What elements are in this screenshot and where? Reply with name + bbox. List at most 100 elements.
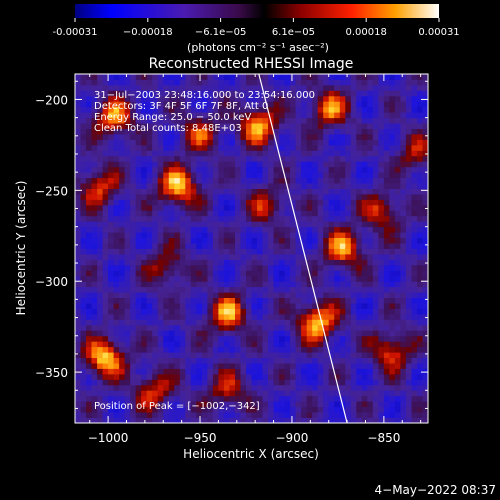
heatmap-cell	[411, 183, 418, 189]
heatmap-cell	[108, 313, 114, 320]
heatmap-cell	[417, 346, 423, 353]
heatmap-cell	[75, 281, 81, 288]
heatmap-cell	[284, 106, 291, 113]
heatmap-cell	[328, 134, 335, 140]
heatmap-cell	[345, 74, 352, 80]
heatmap-cell	[367, 204, 374, 211]
heatmap-cell	[334, 144, 341, 151]
heatmap-cell	[422, 401, 428, 408]
heatmap-cell	[174, 210, 181, 217]
heatmap-cell	[268, 368, 274, 375]
heatmap-cell	[422, 106, 428, 113]
heatmap-cell	[157, 324, 164, 331]
heatmap-cell	[86, 144, 92, 151]
heatmap-cell	[367, 74, 374, 80]
heatmap-cell	[328, 324, 335, 331]
heatmap-cell	[411, 368, 418, 375]
heatmap-cell	[417, 90, 423, 97]
heatmap-cell	[328, 319, 335, 326]
heatmap-cell	[168, 346, 175, 353]
heatmap-cell	[328, 270, 335, 277]
heatmap-cell	[284, 248, 291, 255]
heatmap-cell	[168, 188, 175, 195]
heatmap-cell	[102, 90, 109, 97]
heatmap-cell	[130, 346, 137, 353]
heatmap-cell	[190, 297, 197, 304]
heatmap-cell	[163, 395, 170, 402]
heatmap-cell	[157, 106, 164, 113]
heatmap-cell	[295, 188, 302, 195]
heatmap-cell	[323, 357, 330, 364]
heatmap-cell	[201, 373, 208, 380]
heatmap-cell	[312, 401, 319, 408]
heatmap-cell	[262, 139, 269, 146]
heatmap-cell	[356, 183, 363, 189]
heatmap-cell	[312, 117, 319, 124]
heatmap-cell	[279, 292, 285, 298]
heatmap-cell	[196, 128, 203, 135]
heatmap-cell	[295, 363, 302, 369]
heatmap-cell	[141, 144, 148, 151]
heatmap-cell	[345, 395, 352, 402]
heatmap-cell	[179, 226, 186, 233]
heatmap-cell	[113, 243, 120, 249]
heatmap-cell	[80, 134, 87, 140]
heatmap-cell	[174, 379, 181, 386]
heatmap-cell	[268, 139, 274, 146]
heatmap-cell	[394, 84, 401, 91]
heatmap-cell	[279, 254, 285, 260]
heatmap-cell	[422, 357, 428, 364]
heatmap-cell	[91, 150, 98, 157]
heatmap-cell	[389, 313, 396, 320]
heatmap-cell	[124, 406, 131, 413]
heatmap-cell	[80, 155, 87, 162]
heatmap-cell	[157, 264, 164, 271]
heatmap-cell	[268, 248, 274, 255]
heatmap-cell	[108, 90, 114, 97]
heatmap-cell	[174, 95, 181, 102]
heatmap-cell	[334, 313, 341, 320]
heatmap-cell	[174, 330, 181, 337]
heatmap-cell	[119, 363, 125, 369]
heatmap-cell	[168, 292, 175, 298]
heatmap-cell	[361, 401, 368, 408]
heatmap-cell	[306, 101, 313, 108]
heatmap-cell	[168, 155, 175, 162]
heatmap-cell	[279, 84, 285, 91]
heatmap-cell	[113, 373, 120, 380]
heatmap-cell	[218, 352, 225, 358]
heatmap-cell	[141, 373, 148, 380]
heatmap-cell	[119, 324, 125, 331]
heatmap-cell	[130, 139, 137, 146]
heatmap-cell	[124, 204, 131, 211]
heatmap-cell	[190, 183, 197, 189]
heatmap-cell	[350, 363, 357, 369]
heatmap-cell	[350, 264, 357, 271]
heatmap-cell	[157, 363, 164, 369]
heatmap-cell	[306, 417, 313, 423]
heatmap-cell	[196, 401, 203, 408]
heatmap-cell	[345, 264, 352, 271]
heatmap-cell	[417, 395, 423, 402]
heatmap-cell	[91, 363, 98, 369]
heatmap-cell	[97, 95, 103, 102]
heatmap-cell	[290, 243, 296, 249]
heatmap-cell	[119, 95, 125, 102]
heatmap-cell	[339, 281, 346, 288]
heatmap-cell	[212, 313, 219, 320]
heatmap-cell	[135, 155, 142, 162]
heatmap-cell	[86, 412, 92, 418]
heatmap-cell	[328, 166, 335, 173]
heatmap-cell	[141, 384, 148, 391]
heatmap-cell	[339, 254, 346, 260]
heatmap-cell	[86, 84, 92, 91]
heatmap-cell	[157, 373, 164, 380]
heatmap-cell	[174, 297, 181, 304]
heatmap-cell	[190, 79, 197, 86]
heatmap-cell	[295, 204, 302, 211]
heatmap-cell	[179, 139, 186, 146]
heatmap-cell	[301, 363, 307, 369]
heatmap-cell	[179, 161, 186, 168]
heatmap-cell	[389, 248, 396, 255]
heatmap-cell	[141, 177, 148, 184]
